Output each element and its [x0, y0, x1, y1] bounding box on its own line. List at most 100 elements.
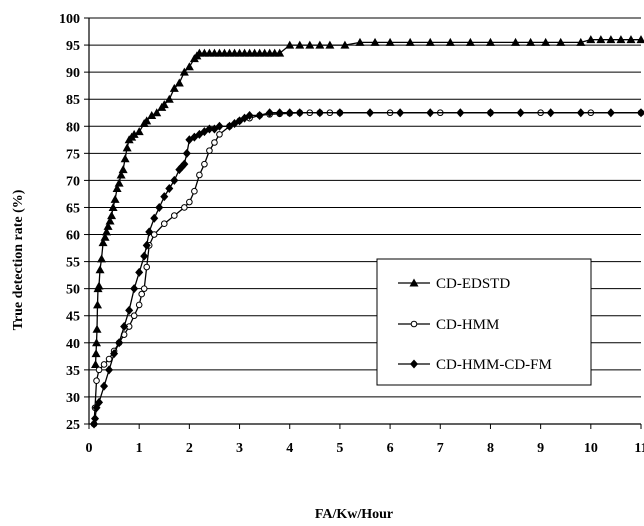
data-point: [92, 324, 102, 333]
y-tick-label: 25: [66, 418, 80, 433]
data-point: [140, 285, 148, 292]
data-point: [142, 240, 151, 250]
legend: CD-EDSTD CD-HMM CD-HMM-CD-FM: [376, 258, 592, 386]
x-axis-label: FA/Kw/Hour: [315, 507, 393, 522]
data-point: [191, 187, 198, 195]
data-point: [120, 322, 129, 332]
data-point: [465, 37, 475, 46]
data-point: [485, 37, 495, 46]
data-point: [556, 37, 566, 46]
data-point: [315, 40, 325, 49]
y-tick-label: 100: [59, 12, 80, 27]
data-point: [405, 37, 415, 46]
data-point: [511, 37, 521, 46]
y-tick-label: 75: [66, 147, 80, 162]
data-point: [285, 108, 294, 118]
data-point: [112, 184, 122, 193]
y-tick-label: 55: [66, 256, 80, 271]
data-point: [180, 159, 189, 169]
data-point: [150, 213, 159, 223]
data-point: [160, 220, 168, 228]
data-point: [295, 108, 304, 118]
data-point: [606, 108, 615, 118]
x-tick-label: 10: [584, 441, 598, 456]
x-tick-label: 6: [387, 441, 394, 456]
data-point: [97, 254, 107, 263]
data-point: [182, 148, 191, 158]
data-point: [120, 154, 130, 163]
series-group: [90, 35, 644, 429]
data-point: [93, 377, 100, 384]
data-point: [285, 40, 295, 49]
data-point: [107, 211, 117, 220]
data-point: [105, 365, 114, 375]
y-tick-label: 45: [66, 310, 80, 325]
data-point: [140, 251, 149, 261]
data-point: [122, 143, 132, 152]
data-point: [164, 94, 174, 103]
data-point: [142, 116, 152, 125]
legend-item: CD-EDSTD: [398, 276, 510, 292]
data-point: [130, 284, 139, 294]
y-tick-label: 60: [66, 229, 80, 244]
data-point: [305, 40, 315, 49]
data-point: [396, 108, 405, 118]
data-point: [92, 338, 102, 347]
legend-marker: [410, 320, 418, 328]
data-point: [135, 267, 144, 277]
data-point: [91, 349, 101, 358]
data-point: [445, 37, 455, 46]
data-point: [216, 131, 223, 138]
data-point: [385, 37, 395, 46]
legend-marker: [410, 359, 418, 369]
y-tick-label: 30: [66, 391, 80, 406]
data-point: [295, 40, 305, 49]
data-point: [169, 83, 179, 92]
data-point: [606, 35, 616, 44]
data-point: [108, 202, 118, 211]
data-point: [143, 263, 151, 271]
y-tick-label: 85: [66, 93, 80, 108]
x-tick-label: 5: [336, 441, 343, 456]
data-point: [105, 216, 115, 225]
data-point: [200, 127, 209, 137]
data-point: [315, 108, 324, 118]
y-tick-label: 70: [66, 174, 80, 189]
x-tick-label: 4: [286, 441, 293, 456]
data-point: [174, 78, 184, 87]
x-tick-label: 2: [186, 441, 193, 456]
x-tick-label: 1: [136, 441, 143, 456]
series-triangle: [91, 35, 644, 368]
legend-item: CD-HMM-CD-FM: [398, 357, 552, 373]
data-point: [456, 108, 465, 118]
data-point: [370, 37, 380, 46]
data-point: [596, 35, 606, 44]
x-tick-labels: 0 1 2 3 4 5 6 7 8 9 10 11: [86, 441, 644, 456]
data-point: [636, 35, 644, 44]
data-point: [100, 361, 108, 368]
data-point: [211, 139, 218, 146]
data-point: [541, 37, 551, 46]
data-point: [110, 349, 119, 359]
data-point: [275, 108, 284, 118]
data-point: [576, 37, 586, 46]
data-point: [95, 265, 105, 274]
data-point: [196, 171, 203, 179]
data-point: [165, 184, 174, 194]
data-point: [637, 108, 644, 118]
data-point: [95, 366, 103, 374]
data-point: [100, 381, 109, 391]
legend-label: CD-EDSTD: [436, 276, 510, 292]
x-tick-label: 11: [634, 441, 644, 456]
data-point: [335, 108, 344, 118]
data-point: [150, 231, 158, 238]
x-tick-label: 3: [236, 441, 243, 456]
legend-item: CD-HMM: [398, 317, 499, 333]
data-point: [93, 300, 103, 309]
x-tick-label: 7: [437, 441, 444, 456]
y-tick-label: 50: [66, 283, 80, 298]
data-point: [159, 100, 169, 109]
data-point: [116, 170, 126, 179]
y-tick-label: 95: [66, 39, 80, 54]
data-point: [181, 204, 188, 211]
